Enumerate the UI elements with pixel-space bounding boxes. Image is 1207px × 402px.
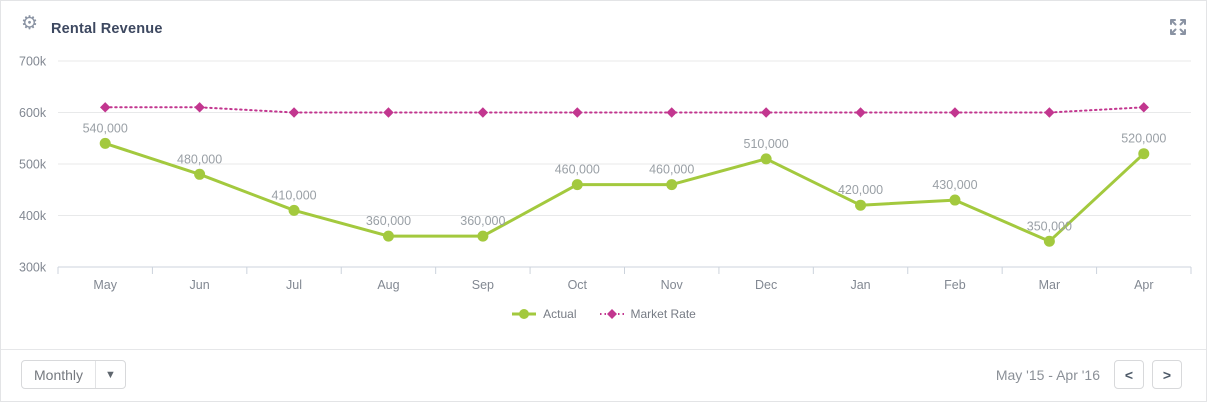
market-rate-point[interactable] xyxy=(383,107,394,118)
market-rate-point[interactable] xyxy=(477,107,489,118)
actual-data-label: 540,000 xyxy=(83,121,128,135)
actual-point[interactable] xyxy=(666,179,678,191)
actual-data-label: 480,000 xyxy=(177,152,222,166)
actual-point[interactable] xyxy=(1138,148,1150,160)
x-axis-tick-label: Mar xyxy=(1039,278,1061,292)
x-axis-tick-label: Feb xyxy=(944,278,966,292)
legend-label-actual: Actual xyxy=(543,307,577,321)
expand-icon[interactable] xyxy=(1168,17,1188,37)
x-axis-tick-label: Aug xyxy=(377,278,399,292)
actual-point[interactable] xyxy=(382,230,394,242)
gear-icon[interactable]: ⚙ xyxy=(21,13,39,34)
actual-data-label: 430,000 xyxy=(932,178,977,192)
market-rate-point[interactable] xyxy=(1138,102,1149,113)
date-pager: May '15 - Apr '16 < > xyxy=(996,360,1182,389)
market-rate-point[interactable] xyxy=(288,107,300,118)
rental-revenue-chart: 300k 400k 500k 600k 700k May Jun Jul Aug Sep Oct No… xyxy=(19,55,1192,292)
page-title: Rental Revenue xyxy=(51,21,163,37)
actual-data-label: 350,000 xyxy=(1027,219,1072,233)
chevron-down-icon: ▼ xyxy=(95,361,125,388)
actual-legend-marker xyxy=(512,309,537,319)
market-rate-point[interactable] xyxy=(760,107,772,118)
actual-point[interactable] xyxy=(288,204,300,216)
market-rate-point[interactable] xyxy=(572,107,583,118)
x-axis-tick-label: Oct xyxy=(568,278,588,292)
date-range-label: May '15 - Apr '16 xyxy=(995,366,1100,383)
actual-data-label: 410,000 xyxy=(271,188,316,202)
market-rate-point[interactable] xyxy=(666,107,677,118)
x-axis-tick-label: Nov xyxy=(661,278,684,292)
actual-data-label: 360,000 xyxy=(366,214,411,228)
x-axis-tick-label: Jul xyxy=(286,278,302,292)
actual-line xyxy=(103,141,1146,243)
y-axis-tick-label: 700k xyxy=(19,55,47,69)
footer-divider xyxy=(1,349,1206,350)
actual-point[interactable] xyxy=(571,179,583,191)
x-axis-tick-label: Jun xyxy=(190,278,210,292)
y-axis-tick-label: 500k xyxy=(19,158,47,172)
actual-point[interactable] xyxy=(760,153,772,165)
x-axis-tick-label: Sep xyxy=(472,278,494,292)
prev-period-button[interactable]: < xyxy=(1114,360,1144,389)
y-axis-tick-label: 300k xyxy=(19,261,47,275)
market-rate-point[interactable] xyxy=(194,102,205,113)
actual-data-label: 460,000 xyxy=(555,163,600,177)
legend-item-actual[interactable]: Actual xyxy=(511,307,577,321)
actual-point[interactable] xyxy=(477,230,489,242)
actual-point[interactable] xyxy=(99,137,111,149)
actual-data-label: 510,000 xyxy=(744,137,789,151)
market-rate-point[interactable] xyxy=(855,107,866,118)
actual-data-label: 460,000 xyxy=(649,163,694,177)
actual-data-label: 360,000 xyxy=(460,214,505,228)
actual-point[interactable] xyxy=(855,199,867,211)
x-axis-tick-label: May xyxy=(93,278,117,292)
market-rate-legend-marker xyxy=(599,309,624,319)
y-axis-tick-label: 400k xyxy=(19,209,47,223)
actual-point[interactable] xyxy=(949,194,961,206)
chart-legend: Actual Market Rate xyxy=(1,307,1206,321)
actual-data-label: 420,000 xyxy=(838,183,883,197)
y-axis-tick-label: 600k xyxy=(19,106,47,120)
actual-data-label: 520,000 xyxy=(1121,132,1166,146)
x-axis-tick-label: Jan xyxy=(850,278,870,292)
x-axis-tick-label: Dec xyxy=(755,278,777,292)
market-rate-point[interactable] xyxy=(949,107,961,118)
actual-point[interactable] xyxy=(1043,235,1055,247)
actual-point[interactable] xyxy=(194,168,206,180)
x-axis-tick-label: Apr xyxy=(1134,278,1153,292)
market-rate-line xyxy=(104,106,1145,114)
legend-label-market-rate: Market Rate xyxy=(630,307,696,321)
market-rate-point[interactable] xyxy=(1044,107,1055,118)
interval-dropdown[interactable]: Monthly ▼ xyxy=(21,360,126,389)
next-period-button[interactable]: > xyxy=(1152,360,1182,389)
market-rate-point[interactable] xyxy=(100,102,111,113)
interval-dropdown-value: Monthly xyxy=(34,366,84,383)
legend-item-market-rate[interactable]: Market Rate xyxy=(599,307,696,321)
